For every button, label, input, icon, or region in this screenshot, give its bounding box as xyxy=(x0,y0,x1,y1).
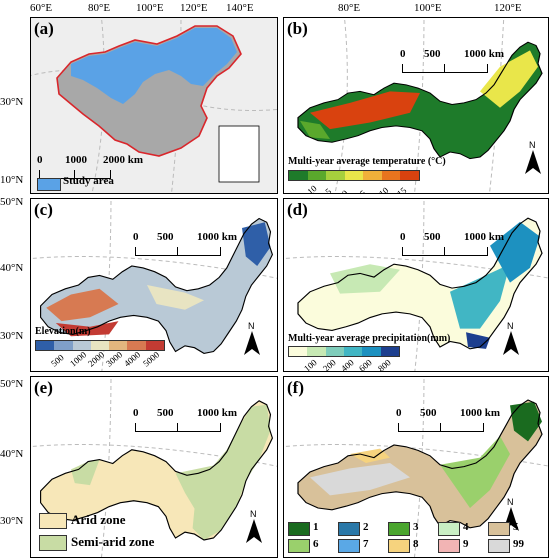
legend-swatch-arid xyxy=(39,513,67,529)
panel-b: (b) 0 500 1000 km N Multi-year average t… xyxy=(283,17,549,194)
lat-label: 30°N xyxy=(0,96,24,108)
north-arrow: N xyxy=(500,321,522,357)
panel-d: (d) 0 500 1000 km N Multi-year average p… xyxy=(283,198,549,372)
lon-label: 60°E xyxy=(30,2,53,14)
color-ramp xyxy=(288,346,400,357)
legend-swatch-class xyxy=(388,539,410,553)
legend-swatch-class xyxy=(288,539,310,553)
legend-label-study-area: Study area xyxy=(63,175,114,187)
legend-swatch-class xyxy=(388,522,410,536)
lat-label: 40°N xyxy=(0,262,24,274)
lon-label: 100°E xyxy=(136,2,164,14)
lon-label: 140°E xyxy=(226,2,254,14)
color-ramp xyxy=(35,340,165,351)
legend-swatch-class xyxy=(438,539,460,553)
study-area-shape xyxy=(71,28,237,104)
panel-e: (e) 0 500 1000 km N Arid zone Semi-arid … xyxy=(30,376,278,558)
legend-label-class: 7 xyxy=(363,538,369,550)
china-map xyxy=(31,18,277,193)
lat-label: 30°N xyxy=(0,515,24,527)
legend-swatch-class xyxy=(288,522,310,536)
panel-label: (f) xyxy=(287,378,304,397)
lat-label: 10°N xyxy=(0,174,24,186)
north-arrow: N xyxy=(241,321,263,357)
temperature-map xyxy=(297,18,543,193)
legend-label-class: 9 xyxy=(463,538,469,550)
legend-label-class: 1 xyxy=(313,521,319,533)
legend-swatch-class xyxy=(488,522,510,536)
panel-label: (e) xyxy=(34,378,53,397)
north-arrow: N xyxy=(522,140,544,176)
legend-label-class: 6 xyxy=(313,538,319,550)
aridity-map xyxy=(31,377,277,557)
legend-swatch-class xyxy=(488,539,510,553)
legend-label-class: 99 xyxy=(513,538,524,550)
color-ramp xyxy=(288,170,420,181)
lon-label: 100°E xyxy=(414,2,442,14)
lat-label: 50°N xyxy=(0,196,24,208)
panel-a: (a) 0 1000 2000 km Study area xyxy=(30,17,278,194)
panel-label: (c) xyxy=(34,200,53,219)
legend-title: Multi-year average temperature (°C) xyxy=(288,156,446,167)
lon-label: 120°E xyxy=(494,2,522,14)
panel-label: (d) xyxy=(287,200,308,219)
elevation-map xyxy=(31,199,277,371)
legend-swatch-class xyxy=(338,522,360,536)
lat-label: 40°N xyxy=(0,448,24,460)
legend-label-class: 8 xyxy=(413,538,419,550)
precipitation-map xyxy=(284,199,548,371)
panel-label: (a) xyxy=(34,19,54,38)
panel-label: (b) xyxy=(287,19,308,38)
landcover-map xyxy=(284,377,548,557)
legend-label-arid: Arid zone xyxy=(71,512,126,527)
panel-f: (f) 0 500 1000 km N 1 2 3 4 5 6 7 8 9 99 xyxy=(283,376,549,558)
legend-swatch-study-area xyxy=(37,178,61,191)
legend-label-class: 3 xyxy=(413,521,419,533)
legend-title: Multi-year average precipitation(mm) xyxy=(288,333,451,344)
lat-label: 50°N xyxy=(0,378,24,390)
lat-label: 30°N xyxy=(0,330,24,342)
legend-label-class: 4 xyxy=(463,521,469,533)
panel-c: (c) 0 500 1000 km N Elevation(m) 500 1000… xyxy=(30,198,278,372)
lon-label: 80°E xyxy=(338,2,361,14)
legend-label-semiarid: Semi-arid zone xyxy=(71,534,155,549)
lon-label: 80°E xyxy=(88,2,111,14)
north-arrow: N xyxy=(243,509,265,545)
legend-swatch-class xyxy=(438,522,460,536)
lon-label: 120°E xyxy=(180,2,208,14)
legend-label-class: 2 xyxy=(363,521,369,533)
legend-label-class: 5 xyxy=(513,521,519,533)
legend-title: Elevation(m) xyxy=(35,326,91,337)
legend-swatch-semiarid xyxy=(39,535,67,551)
legend-swatch-class xyxy=(338,539,360,553)
